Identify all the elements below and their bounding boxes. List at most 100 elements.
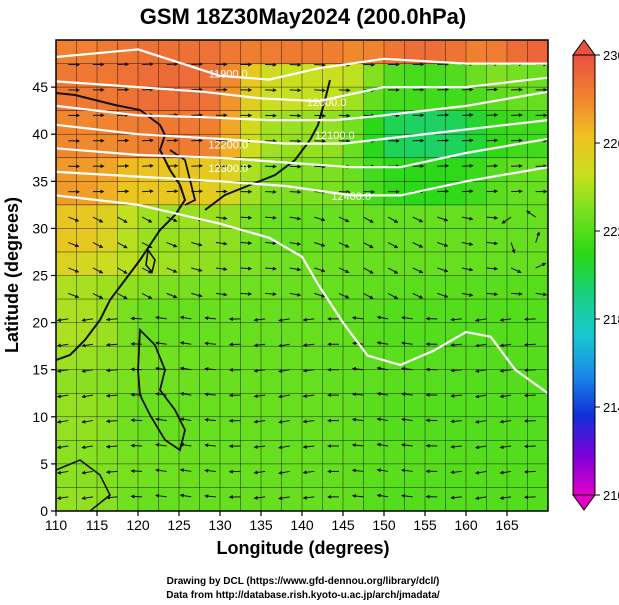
temperature-cell	[76, 463, 98, 489]
temperature-cell	[261, 299, 283, 324]
temperature-cell	[261, 440, 283, 465]
wind-arrow	[387, 292, 399, 300]
x-tick-label: 120	[126, 517, 150, 533]
wind-arrow	[130, 469, 143, 474]
wind-arrow	[437, 267, 449, 273]
temperature-cell	[56, 228, 78, 253]
x-tick-label: 110	[45, 517, 68, 533]
temperature-cell	[199, 487, 221, 511]
temperature-cell	[425, 87, 447, 112]
temperature-cell	[76, 110, 98, 135]
temperature-cell	[117, 487, 139, 511]
colorbar-tick-label: 230	[603, 48, 619, 63]
temperature-cell	[76, 134, 98, 159]
temperature-cell	[199, 440, 221, 465]
temperature-cell	[445, 181, 467, 206]
colorbar-top-cap	[572, 39, 596, 56]
wind-arrow	[155, 442, 167, 447]
height-contour-label: 11900.0	[209, 69, 248, 81]
wind-arrow	[535, 292, 548, 297]
wind-arrow	[486, 241, 499, 246]
wind-arrow	[56, 496, 69, 501]
temperature-cell	[384, 416, 406, 441]
height-contour	[56, 119, 548, 145]
temperature-cell	[56, 63, 78, 88]
temperature-cell	[281, 393, 303, 418]
wind-arrow	[302, 317, 315, 322]
wind-arrow	[461, 87, 474, 92]
temperature-cell	[322, 487, 344, 511]
temperature-cell	[76, 369, 98, 394]
wind-arrow	[499, 394, 512, 399]
temperature-cell	[404, 63, 426, 88]
wind-arrow	[142, 189, 154, 194]
temperature-cell	[158, 346, 180, 371]
temperature-cell	[281, 322, 303, 347]
temperature-cell	[220, 228, 242, 253]
temperature-cell	[281, 416, 303, 441]
temperature-cell	[117, 228, 139, 253]
temperature-cell	[384, 369, 406, 394]
wind-arrow	[338, 216, 350, 223]
x-tick-label: 125	[167, 517, 191, 533]
temperature-cell	[220, 299, 242, 324]
wind-arrow	[68, 267, 80, 273]
wind-arrow	[56, 419, 69, 424]
temperature-cell	[179, 157, 201, 182]
temperature-cell	[425, 275, 447, 300]
wind-arrow	[166, 189, 179, 194]
temperature-cell	[527, 487, 548, 511]
temperature-cell	[56, 134, 78, 159]
temperature-cell	[240, 346, 262, 371]
wind-arrow	[461, 242, 474, 246]
temperature-cell	[220, 487, 242, 511]
temperature-cell	[322, 416, 344, 441]
temperature-cell	[527, 87, 548, 112]
temperature-cell	[343, 299, 365, 324]
wind-arrow	[524, 368, 536, 373]
temperature-cell	[240, 393, 262, 418]
temperature-cell	[240, 416, 262, 441]
temperature-cell	[404, 40, 426, 65]
x-tick-label: 130	[208, 517, 232, 533]
temperature-cell	[466, 87, 488, 112]
wind-arrow	[253, 317, 266, 322]
colorbar-tick-label: 222	[603, 224, 619, 239]
temperature-cell	[138, 322, 160, 347]
temperature-cell	[527, 322, 548, 347]
temperature-cell	[117, 440, 139, 465]
wind-arrow	[56, 445, 69, 450]
x-tick-label: 160	[454, 517, 478, 533]
temperature-cell	[117, 87, 139, 112]
wind-arrow	[351, 366, 364, 371]
temperature-cell	[466, 157, 488, 182]
wind-arrow	[437, 242, 449, 247]
temperature-cell	[138, 251, 160, 277]
wind-arrow	[215, 241, 228, 246]
temperature-cell	[199, 393, 221, 418]
wind-arrow	[253, 343, 266, 348]
temperature-cell	[117, 63, 139, 88]
temperature-cell	[76, 87, 98, 112]
temperature-cell	[404, 299, 426, 324]
temperature-cell	[138, 204, 160, 229]
wind-arrow	[278, 318, 290, 323]
wind-arrow	[155, 493, 167, 498]
temperature-cell	[199, 110, 221, 135]
wind-arrow	[191, 242, 203, 247]
wind-arrow	[376, 366, 389, 371]
wind-arrow	[387, 267, 399, 274]
colorbar-ticks: 210 214 218 222 226 230	[595, 48, 619, 503]
wind-arrow	[56, 470, 69, 475]
temperature-cell	[261, 416, 283, 441]
temperature-cell	[76, 251, 98, 277]
temperature-cell	[199, 40, 221, 65]
temperature-cell	[179, 87, 201, 112]
temperature-cell	[404, 369, 426, 394]
wind-arrow	[338, 292, 350, 299]
temperature-cell	[343, 204, 365, 229]
wind-arrow	[302, 343, 315, 348]
colorbar-tick-label: 214	[603, 400, 619, 415]
coastline-philippines	[137, 327, 186, 452]
wind-arrow	[437, 292, 449, 298]
